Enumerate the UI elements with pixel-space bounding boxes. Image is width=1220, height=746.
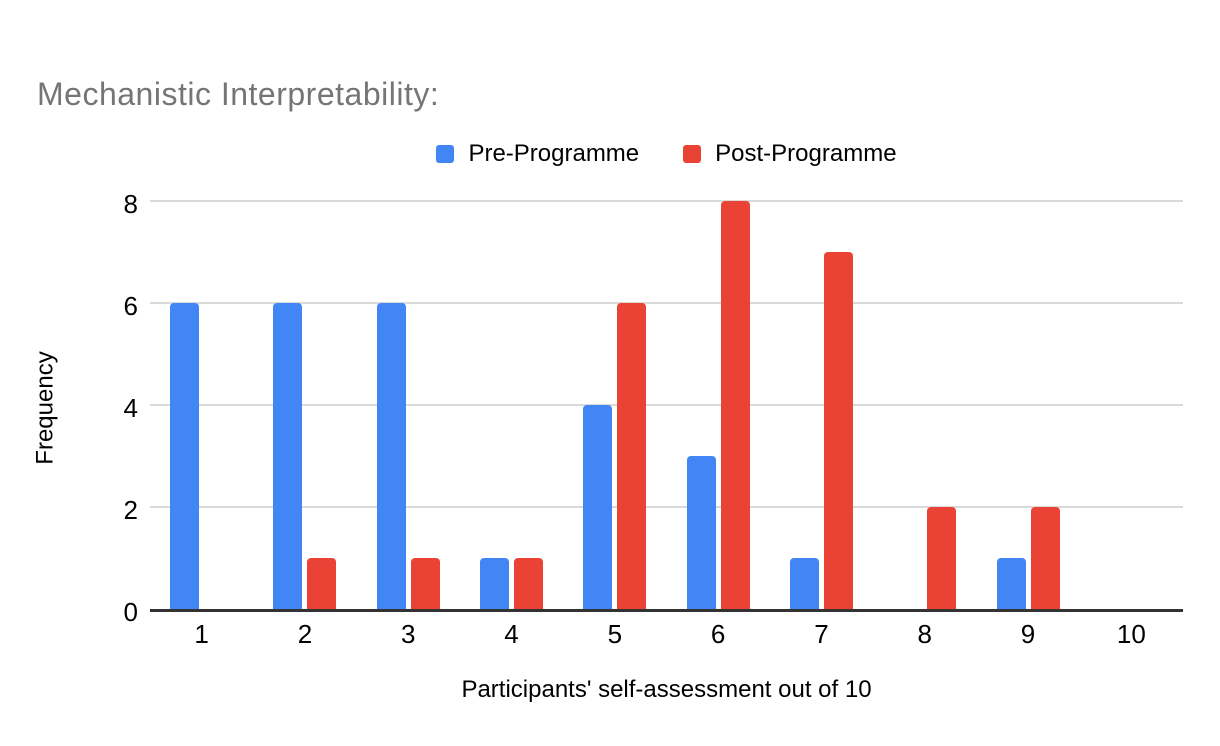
- category-5: [563, 204, 666, 609]
- chart-title: Mechanistic Interpretability:: [37, 76, 440, 112]
- legend-label-post-programme: Post-Programme: [715, 140, 897, 167]
- bar-post-programme-x3[interactable]: [410, 558, 440, 609]
- x-tick-label-3: 3: [401, 619, 416, 649]
- bar-pre-programme-x7[interactable]: [789, 558, 819, 609]
- bar-pre-programme-x1[interactable]: [170, 303, 200, 609]
- bar-post-programme-x7[interactable]: [823, 252, 853, 609]
- bar-post-programme-x2[interactable]: [307, 558, 337, 609]
- x-tick-label-2: 2: [297, 619, 313, 649]
- x-tick-label-10: 10: [1116, 619, 1146, 649]
- category-6: [666, 201, 769, 609]
- category-9: [976, 204, 1079, 609]
- legend: Pre-Programme Post-Programme: [150, 138, 1183, 170]
- category-2: [253, 204, 356, 609]
- x-tick-label-4: 4: [504, 619, 519, 649]
- bar-pre-programme-x2[interactable]: [273, 303, 303, 609]
- bar-pre-programme-x3[interactable]: [376, 303, 406, 609]
- x-tick-label-5: 5: [607, 619, 623, 649]
- category-3: [357, 204, 460, 609]
- bar-pre-programme-x9[interactable]: [996, 558, 1026, 609]
- gridline-y-6: [150, 302, 1183, 304]
- x-axis-ticks: 1 2 3 4 5 6 7 8 9 10: [150, 618, 1183, 650]
- legend-label-pre-programme: Pre-Programme: [468, 140, 640, 167]
- x-tick-label-9: 9: [1020, 619, 1036, 649]
- category-8: [873, 204, 976, 609]
- legend-item-post-programme: Post-Programme: [683, 140, 897, 168]
- bar-pre-programme-x6[interactable]: [686, 456, 716, 609]
- x-tick-label-1: 1: [194, 619, 209, 649]
- category-7: [770, 204, 873, 609]
- bar-post-programme-x6[interactable]: [720, 201, 750, 609]
- category-1: [150, 204, 253, 609]
- bar-post-programme-x8[interactable]: [927, 507, 957, 609]
- y-tick-label-2: 2: [123, 495, 138, 525]
- legend-item-pre-programme: Pre-Programme: [436, 140, 639, 168]
- gridline-y-8: [150, 200, 1183, 202]
- gridline-y-4: [150, 404, 1183, 406]
- y-tick-label-6: 6: [123, 291, 138, 321]
- y-tick-label-8: 8: [123, 189, 138, 219]
- bar-post-programme-x5[interactable]: [617, 303, 647, 609]
- bar-post-programme-x4[interactable]: [514, 558, 544, 609]
- x-tick-label-7: 7: [814, 619, 829, 649]
- plot-area: [150, 200, 1183, 612]
- legend-swatch-post-programme-icon: [683, 145, 702, 163]
- x-tick-label-6: 6: [710, 619, 726, 649]
- y-tick-label-0: 0: [123, 597, 138, 627]
- gridline-y-2: [150, 506, 1183, 508]
- category-10: [1080, 204, 1183, 609]
- x-axis-title: Participants' self-assessment out of 10: [461, 676, 872, 703]
- category-4: [460, 204, 563, 609]
- bar-pre-programme-x5[interactable]: [583, 405, 613, 609]
- legend-swatch-pre-programme-icon: [436, 145, 455, 163]
- bar-post-programme-x9[interactable]: [1030, 507, 1060, 609]
- bar-pre-programme-x4[interactable]: [480, 558, 510, 609]
- y-tick-label-4: 4: [123, 393, 138, 423]
- x-tick-label-8: 8: [917, 619, 932, 649]
